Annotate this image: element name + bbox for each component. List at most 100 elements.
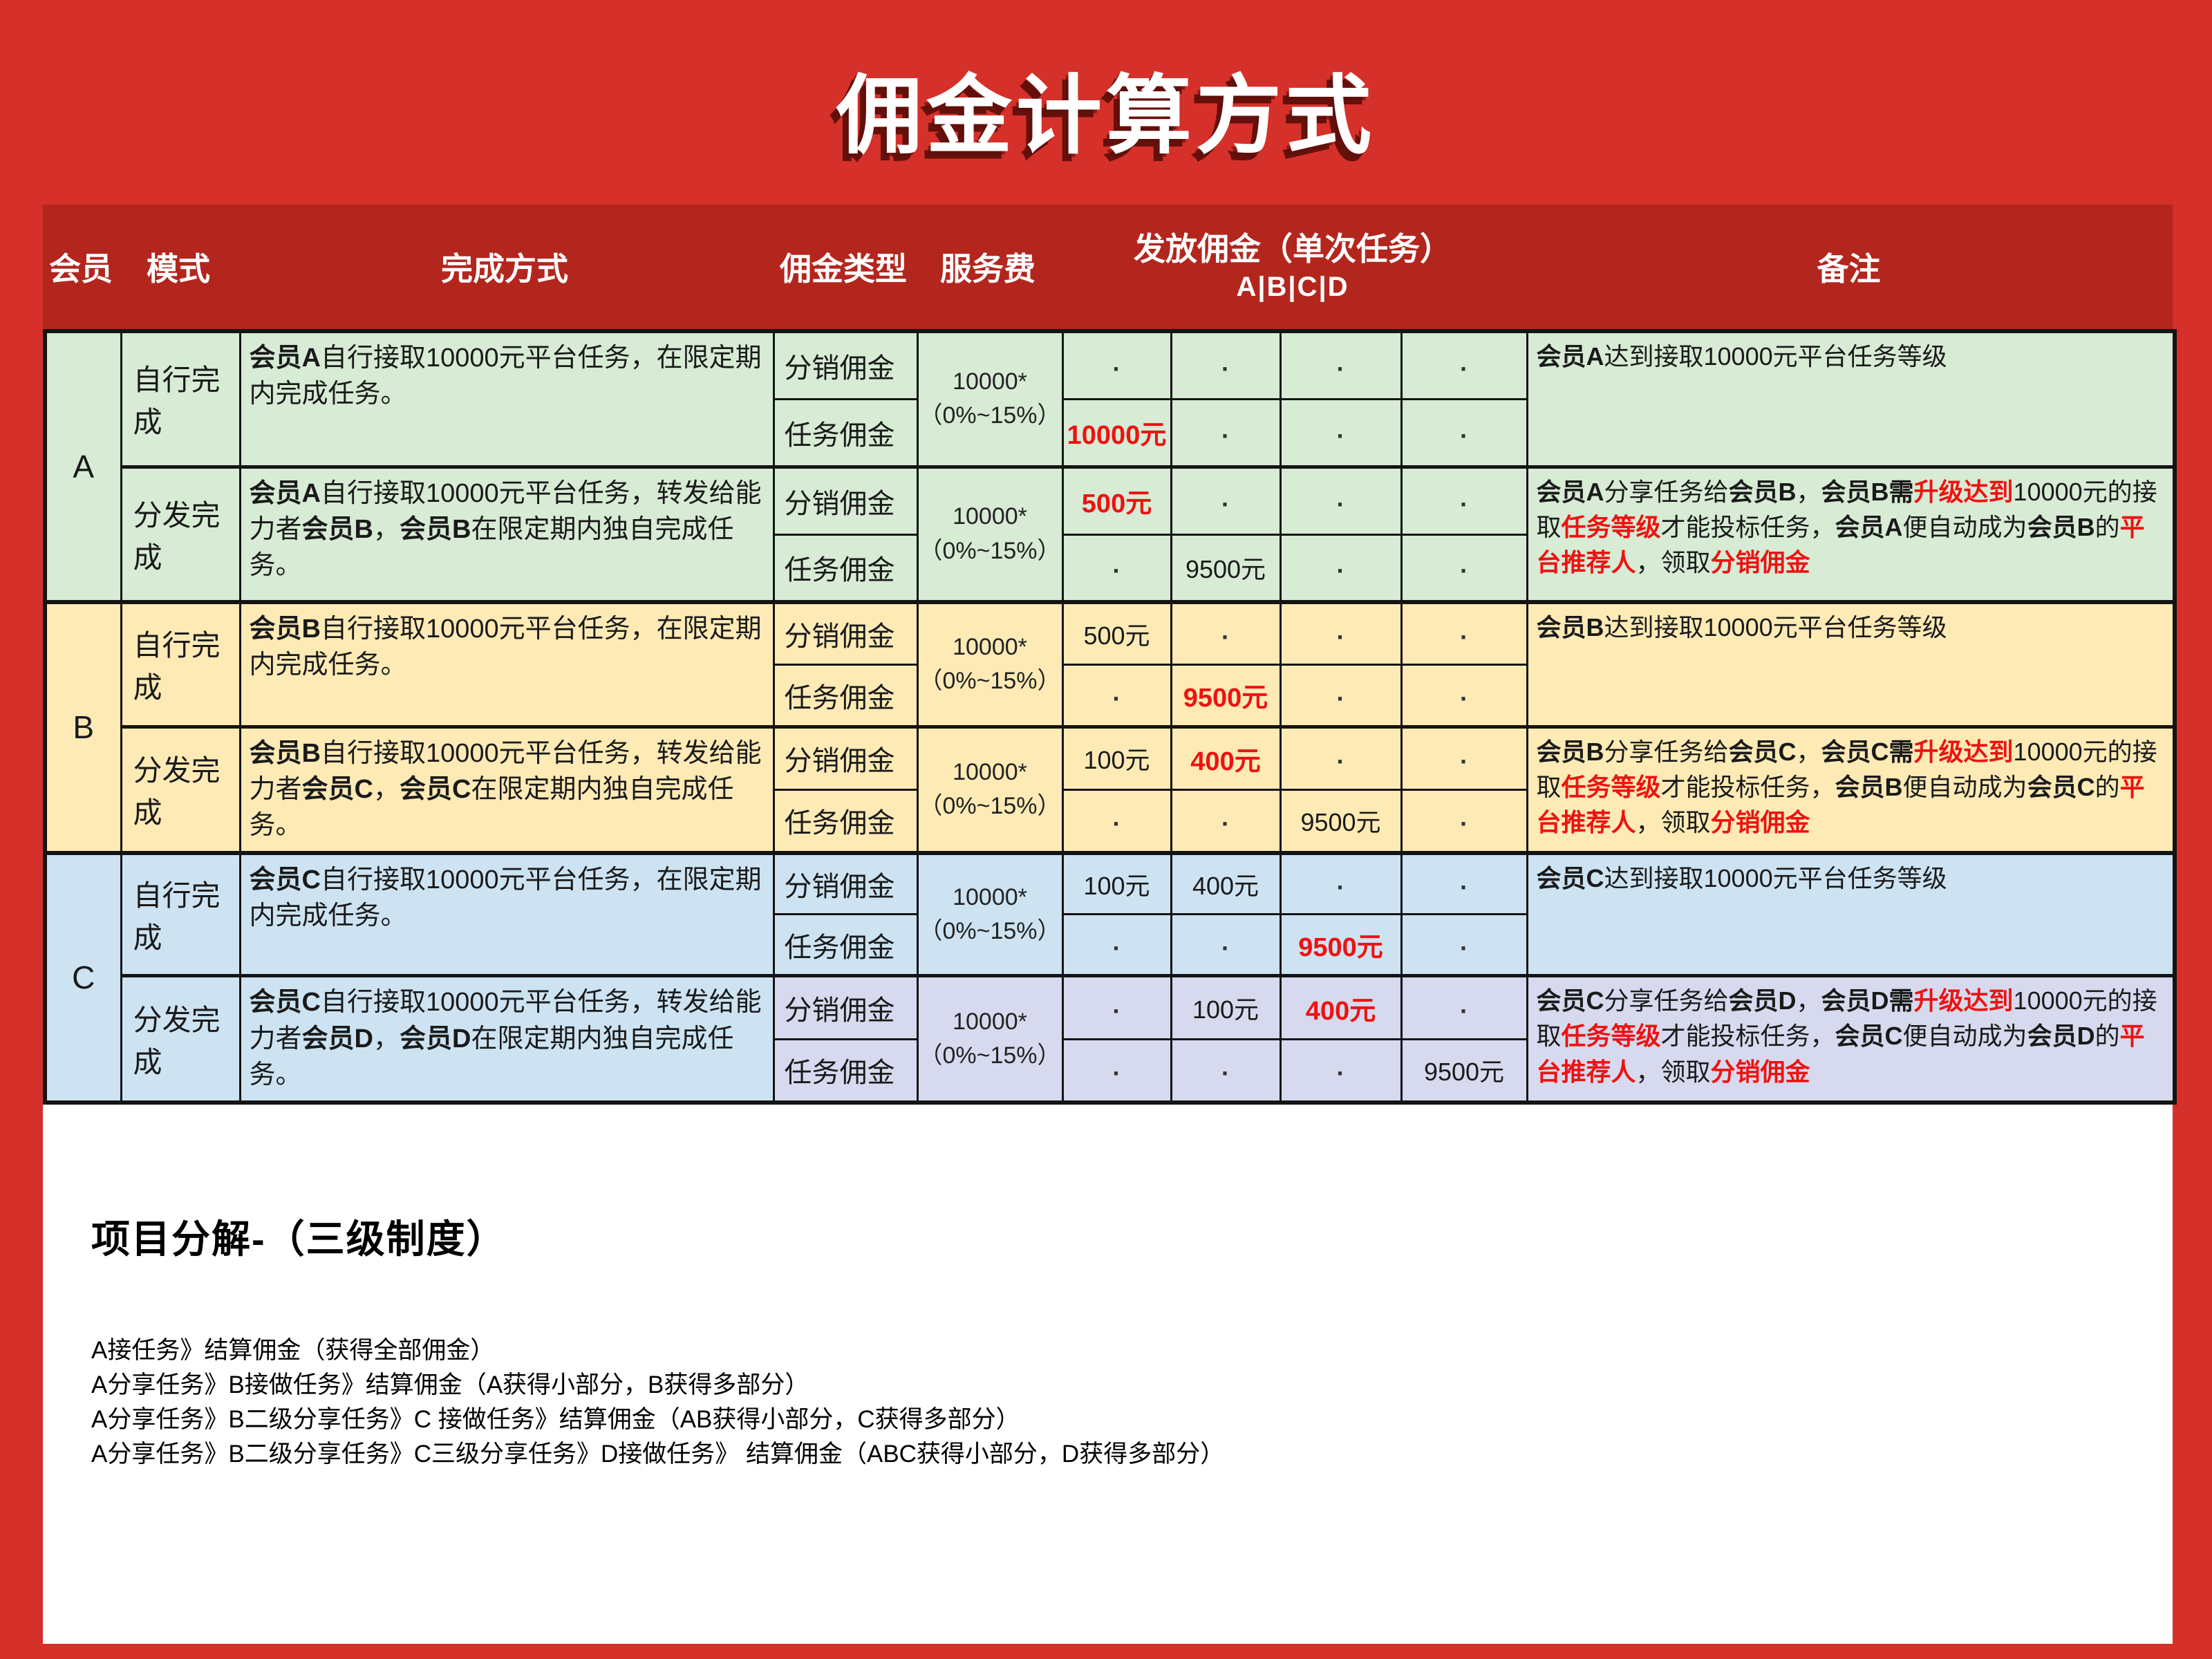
payout-cell-b: ·: [1170, 1038, 1282, 1104]
payout-cell-b: 400元: [1170, 850, 1282, 916]
project-breakdown-heading: 项目分解-（三级制度）: [91, 1217, 507, 1261]
table-row: 任务佣金 · · · 9500元: [45, 1038, 2175, 1104]
payout-cell-a: ·: [1061, 913, 1172, 977]
payout-cell-c: ·: [1279, 330, 1403, 400]
service-fee-line1: 10000*: [953, 758, 1027, 785]
payout-cell-a: 500元: [1061, 600, 1172, 666]
payout-cell-b: 100元: [1170, 974, 1282, 1040]
payout-cell-d: ·: [1400, 724, 1528, 791]
breakdown-line: A分享任务》B二级分享任务》C三级分享任务》D接做任务》 结算佣金（ABC获得小…: [91, 1440, 1225, 1468]
service-fee-line1: 10000*: [953, 633, 1027, 660]
payout-cell-c: ·: [1279, 397, 1403, 468]
service-fee-cell: 10000* （0%~15%）: [916, 724, 1064, 854]
header-method: 完成方式: [441, 251, 568, 287]
remark-cell: 会员C达到接取10000元平台任务等级: [1526, 850, 2176, 977]
service-fee-cell: 10000* （0%~15%）: [916, 600, 1064, 728]
payout-cell-d: 9500元: [1400, 1038, 1528, 1104]
payout-cell-c: ·: [1279, 533, 1403, 603]
commission-type-cell: 任务佣金: [772, 1038, 919, 1104]
payout-cell-c: 9500元: [1279, 788, 1403, 854]
payout-cell-a: 100元: [1061, 724, 1172, 791]
header-member: 会员: [49, 251, 113, 287]
commission-type-cell: 分销佣金: [772, 600, 919, 666]
commission-type-cell: 任务佣金: [772, 788, 919, 854]
mode-cell: 分发完成: [120, 465, 241, 603]
payout-cell-d: ·: [1400, 600, 1528, 666]
mode-cell: 分发完成: [120, 974, 241, 1104]
header-mode: 模式: [147, 251, 210, 287]
payout-cell-d: ·: [1400, 974, 1528, 1040]
mode-cell: 自行完成: [120, 850, 241, 977]
payout-cell-d: ·: [1400, 788, 1528, 854]
breakdown-line: A接任务》结算佣金（获得全部佣金）: [91, 1336, 495, 1364]
method-cell: 会员A自行接取10000元平台任务，在限定期内完成任务。: [238, 330, 775, 468]
payout-cell-c: ·: [1279, 1038, 1403, 1104]
commission-type-cell: 任务佣金: [772, 397, 919, 468]
member-cell: B: [44, 600, 122, 854]
payout-cell-b: 9500元: [1170, 663, 1282, 728]
member-cell: A: [44, 330, 122, 603]
project-breakdown-panel: 项目分解-（三级制度） A接任务》结算佣金（获得全部佣金） A分享任务》B接做任…: [43, 1104, 2173, 1644]
payout-cell-b: ·: [1170, 788, 1282, 854]
header-payout-group: 发放佣金（单次任务） A|B|C|D: [1060, 229, 1525, 304]
commission-type-cell: 分销佣金: [772, 330, 919, 400]
member-cell: C: [44, 850, 122, 1104]
commission-type-cell: 任务佣金: [772, 533, 919, 603]
header-payout-title: 发放佣金（单次任务）: [1134, 231, 1452, 268]
commission-type-cell: 分销佣金: [772, 724, 919, 791]
mode-cell: 自行完成: [120, 600, 241, 728]
payout-cell-a: ·: [1061, 1038, 1172, 1104]
remark-cell: 会员B分享任务给会员C，会员C需升级达到10000元的接取任务等级才能投标任务，…: [1526, 724, 2176, 854]
payout-cell-a: 100元: [1061, 850, 1172, 916]
commission-type-cell: 分销佣金: [772, 974, 919, 1040]
method-cell: 会员B自行接取10000元平台任务，在限定期内完成任务。: [238, 600, 775, 728]
table-row: 分发完成 会员A自行接取10000元平台任务，转发给能力者会员B，会员B在限定期…: [45, 465, 2176, 603]
service-fee-line1: 10000*: [953, 503, 1027, 530]
header-remark: 备注: [1817, 251, 1881, 287]
table-row: 任务佣金 · · 9500元 ·: [45, 913, 2175, 977]
table-row: 分发完成 会员B自行接取10000元平台任务，转发给能力者会员C，会员C在限定期…: [45, 724, 2176, 854]
header-commission-type: 佣金类型: [780, 251, 907, 287]
payout-cell-c: ·: [1279, 724, 1403, 791]
breakdown-line: A分享任务》B二级分享任务》C 接做任务》结算佣金（AB获得小部分，C获得多部分…: [91, 1405, 1020, 1433]
table-row: 任务佣金 10000元 · · ·: [45, 397, 2175, 468]
payout-cell-d: ·: [1400, 913, 1528, 977]
table-row: B 自行完成 会员B自行接取10000元平台任务，在限定期内完成任务。 分销佣金…: [44, 600, 2176, 854]
payout-cell-b: ·: [1170, 913, 1282, 977]
service-fee-line1: 10000*: [953, 1008, 1027, 1035]
service-fee-line1: 10000*: [953, 883, 1027, 910]
payout-cell-d: ·: [1400, 465, 1528, 536]
commission-table-body: A 自行完成 会员A自行接取10000元平台任务，在限定期内完成任务。 分销佣金…: [43, 329, 2177, 1105]
table-row: 分发完成 会员C自行接取10000元平台任务，转发给能力者会员D，会员D在限定期…: [45, 974, 2176, 1104]
commission-table: 会员 模式 完成方式 佣金类型 服务费 发放佣金（单次任务） A|B|C|D 备…: [43, 205, 2177, 1644]
commission-type-cell: 任务佣金: [772, 663, 919, 728]
payout-cell-c: ·: [1279, 663, 1403, 728]
payout-cell-c: ·: [1279, 850, 1403, 916]
table-row: C 自行完成 会员C自行接取10000元平台任务，在限定期内完成任务。 分销佣金…: [44, 850, 2176, 1104]
payout-cell-a: 10000元: [1061, 397, 1172, 468]
payout-cell-c: ·: [1279, 600, 1403, 666]
commission-type-cell: 分销佣金: [772, 465, 919, 536]
payout-cell-d: ·: [1400, 663, 1528, 728]
commission-type-cell: 任务佣金: [772, 913, 919, 977]
payout-cell-a: ·: [1061, 330, 1172, 400]
breakdown-line: A分享任务》B接做任务》结算佣金（A获得小部分，B获得多部分）: [91, 1371, 809, 1398]
payout-cell-b: ·: [1170, 397, 1282, 468]
payout-cell-b: ·: [1170, 330, 1282, 400]
mode-cell: 分发完成: [120, 724, 241, 854]
remark-cell: 会员A分享任务给会员B，会员B需升级达到10000元的接取任务等级才能投标任务，…: [1526, 465, 2176, 603]
table-row: 任务佣金 · 9500元 · ·: [45, 533, 2175, 603]
table-row: 任务佣金 · 9500元 · ·: [45, 663, 2175, 728]
payout-cell-c: 400元: [1279, 974, 1403, 1040]
payout-cell-a: ·: [1061, 974, 1172, 1040]
payout-cell-c: 9500元: [1279, 913, 1403, 977]
service-fee-cell: 10000* （0%~15%）: [916, 465, 1064, 603]
service-fee-line2: （0%~15%）: [919, 1042, 1061, 1069]
method-cell: 会员B自行接取10000元平台任务，转发给能力者会员C，会员C在限定期内独自完成…: [238, 724, 775, 854]
payout-cell-b: ·: [1170, 465, 1282, 536]
remark-cell: 会员B达到接取10000元平台任务等级: [1526, 600, 2176, 728]
service-fee-line2: （0%~15%）: [919, 668, 1061, 695]
method-cell: 会员A自行接取10000元平台任务，转发给能力者会员B，会员B在限定期内独自完成…: [238, 465, 775, 603]
table-row: 任务佣金 · · 9500元 ·: [45, 788, 2175, 854]
